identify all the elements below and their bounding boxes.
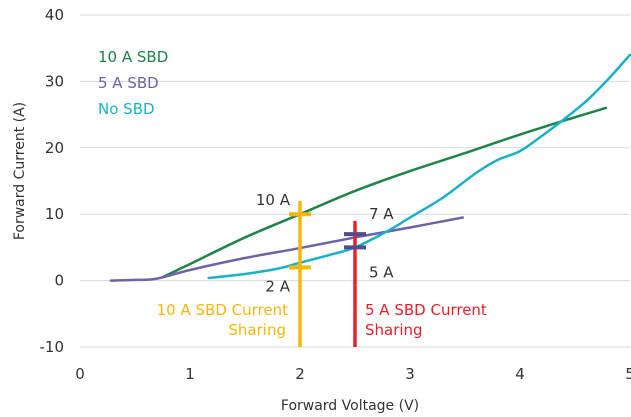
y-tick-label: 10 [45,205,64,223]
x-axis-label: Forward Voltage (V) [281,398,419,414]
gridlines [80,14,630,348]
legend: 10 A SBD 5 A SBD No SBD [98,48,168,118]
marker-value-label: 7 A [369,205,394,223]
x-tick-label: 1 [185,365,195,383]
y-tick-label: -10 [40,338,65,356]
series-lines [109,53,631,282]
series-line-0 [161,106,608,279]
marker-value-label: 5 A [369,263,394,281]
x-tick-label: 0 [75,365,85,383]
y-tick-label: 0 [54,272,64,290]
marker-caption-line: 5 A SBD Current [365,301,487,319]
y-axis-ticks: -10 0 10 20 30 40 [40,6,65,356]
current-sharing-markers: 10 A 2 A 10 A SBD Current Sharing 7 A 5 A 5 A … [157,191,487,347]
y-tick-label: 20 [45,139,64,157]
x-tick-label: 5 [625,365,631,383]
y-tick-label: 30 [45,72,64,90]
legend-entry-2: No SBD [98,100,155,118]
marker-caption-line: Sharing [228,321,286,339]
y-axis-label: Forward Current (A) [12,102,28,240]
x-axis-ticks: 0 1 2 3 4 5 [75,365,631,383]
legend-entry-0: 10 A SBD [98,48,168,66]
series-line-1 [109,216,465,282]
legend-entry-1: 5 A SBD [98,74,159,92]
series-line-2 [207,53,631,280]
marker-caption-line: Sharing [365,321,423,339]
x-tick-label: 2 [295,365,305,383]
marker-value-label: 10 A [256,191,291,209]
x-tick-label: 3 [405,365,415,383]
x-tick-label: 4 [515,365,525,383]
marker-caption-line: 10 A SBD Current [157,301,288,319]
marker-value-label: 2 A [265,277,290,295]
y-tick-label: 40 [45,6,64,24]
